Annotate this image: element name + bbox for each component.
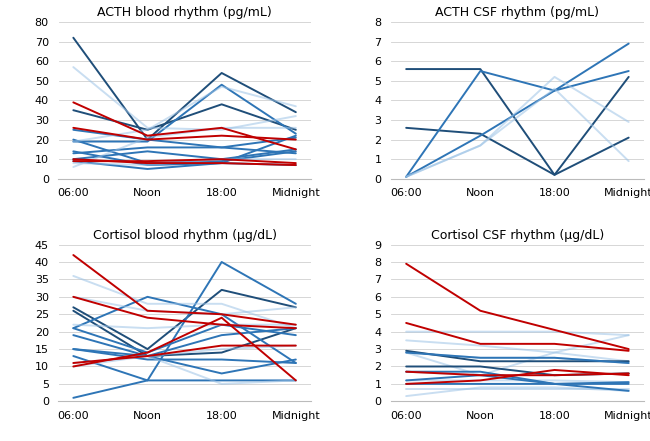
- Title: ACTH CSF rhythm (pg/mL): ACTH CSF rhythm (pg/mL): [436, 7, 599, 19]
- Title: Cortisol blood rhythm (μg/dL): Cortisol blood rhythm (μg/dL): [92, 229, 277, 242]
- Title: ACTH blood rhythm (pg/mL): ACTH blood rhythm (pg/mL): [98, 7, 272, 19]
- Title: Cortisol CSF rhythm (μg/dL): Cortisol CSF rhythm (μg/dL): [431, 229, 604, 242]
